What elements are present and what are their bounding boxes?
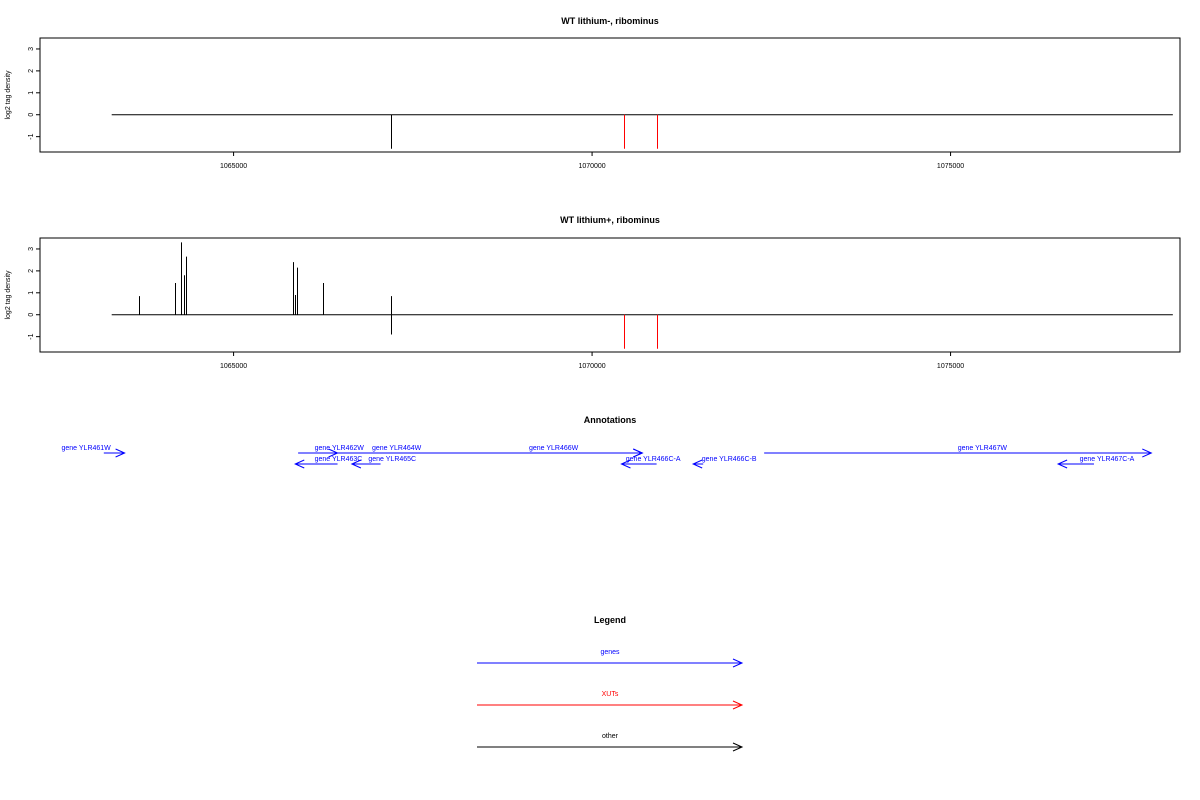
panel-lithium-plus: WT lithium+, ribominus log2 tag density … [5,215,1181,370]
annotations-title: Annotations [584,415,637,425]
gene-label: gene YLR464W [372,445,422,452]
gene-label: gene YLR466C-B [702,456,757,463]
x-tick-label: 1070000 [578,363,605,370]
legend-label: XUTs [602,691,619,698]
plot-frame [39,237,1181,353]
x-axis: 1065000 1070000 1075000 [220,152,964,170]
legend: Legend genes XUTs other [477,615,744,752]
x-tick-label: 1075000 [937,163,964,170]
density-marks [111,114,1173,149]
density-marks [111,242,1173,349]
legend-arrowhead [732,658,744,668]
x-tick-label: 1065000 [220,363,247,370]
panel-lithium-minus: WT lithium-, ribominus log2 tag density … [5,16,1181,170]
y-tick-label: 3 [28,47,35,51]
gene-arrowhead [350,459,362,469]
y-tick-label: 3 [28,247,35,251]
y-tick-label: -1 [28,333,35,339]
gene-arrowhead [115,448,126,458]
gene-arrowhead [620,459,631,469]
y-axis-label: log2 tag density [5,70,12,120]
y-tick-label: 0 [28,313,35,317]
gene-label: gene YLR462W [315,445,365,452]
x-tick-label: 1065000 [220,163,247,170]
y-axis-label: log2 tag density [5,270,12,320]
y-tick-label: 1 [28,91,35,95]
y-tick-label: 2 [28,269,35,273]
gene-label: gene YLR461W [62,445,112,452]
annotations-panel: Annotations gene YLR461W gene YLR462W gene… [62,415,1153,469]
legend-label: other [602,733,619,740]
gene-arrowhead [1056,459,1068,469]
legend-label: genes [600,649,620,656]
y-axis: -1 0 1 2 3 [28,247,40,340]
legend-title: Legend [594,615,626,625]
gene-arrowhead [691,459,703,469]
legend-items: genes XUTs other [477,649,744,752]
legend-arrowhead [732,700,744,710]
gene-arrowhead [633,448,644,458]
y-tick-label: 2 [28,69,35,73]
gene-label: gene YLR467C-A [1080,456,1135,463]
x-axis: 1065000 1070000 1075000 [220,352,964,370]
gene-label: gene YLR466C-A [626,456,681,463]
x-tick-label: 1070000 [578,163,605,170]
gene-arrowhead [294,459,305,469]
gene-label: gene YLR467W [958,445,1008,452]
gene-label: gene YLR466W [529,445,579,452]
y-axis: -1 0 1 2 3 [28,47,40,140]
gene-annotations: gene YLR461W gene YLR462W gene YLR464W gene… [62,445,1153,469]
panel-title: WT lithium+, ribominus [560,215,660,225]
y-tick-label: 1 [28,291,35,295]
gene-label: gene YLR465C [368,456,416,463]
y-tick-label: -1 [28,133,35,139]
x-tick-label: 1075000 [937,363,964,370]
plot-frame [39,37,1181,153]
gene-arrowhead [1142,448,1153,458]
y-tick-label: 0 [28,113,35,117]
panel-title: WT lithium-, ribominus [561,16,659,26]
gene-label: gene YLR463C [315,456,363,463]
legend-arrowhead [732,742,744,752]
